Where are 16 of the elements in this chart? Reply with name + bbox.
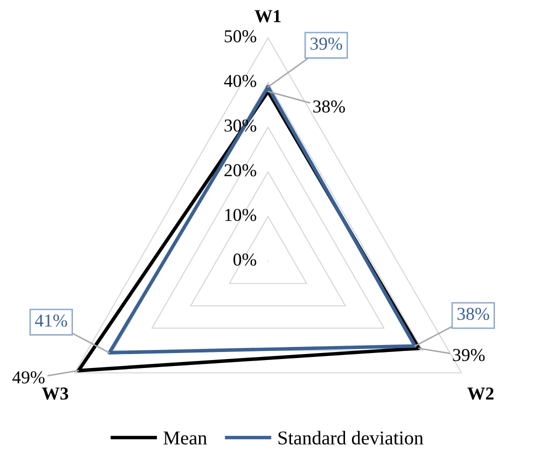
spoke-label: W1 (254, 10, 281, 22)
legend-label: Standard deviation (278, 430, 424, 445)
data-label: 38% (313, 100, 345, 113)
spoke-label: W3 (42, 388, 68, 400)
data-label: 41% (34, 314, 68, 327)
data-label: 38% (458, 308, 490, 320)
y-tick-label: 50% (224, 30, 256, 42)
spoke-label: W2 (467, 388, 494, 400)
legend-label: Mean (164, 432, 207, 445)
data-label: 49% (12, 371, 45, 384)
data-label: 39% (453, 348, 485, 362)
y-tick-label: 20% (224, 164, 256, 176)
y-tick-label: 40% (224, 74, 256, 88)
y-tick-label: 0% (233, 254, 256, 266)
y-tick-label: 10% (225, 208, 256, 222)
data-label: 39% (310, 38, 342, 50)
